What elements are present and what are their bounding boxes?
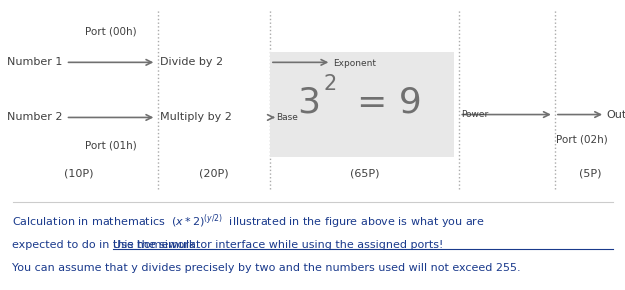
Text: = 9: = 9 <box>357 86 422 120</box>
Text: expected to do in this homework.: expected to do in this homework. <box>12 240 203 250</box>
Text: Exponent: Exponent <box>333 59 376 68</box>
Text: Use the simulator interface while using the assigned ports!: Use the simulator interface while using … <box>112 240 443 250</box>
Text: Output: Output <box>606 110 625 119</box>
Text: Base: Base <box>276 113 298 122</box>
Text: 2: 2 <box>323 74 337 94</box>
Text: (20P): (20P) <box>199 169 229 179</box>
Text: Port (02h): Port (02h) <box>556 134 608 144</box>
Text: 3: 3 <box>298 86 320 120</box>
Text: You can assume that y divides precisely by two and the numbers used will not exc: You can assume that y divides precisely … <box>12 263 521 273</box>
Text: (10P): (10P) <box>64 169 94 179</box>
Text: (65P): (65P) <box>349 169 379 179</box>
Text: Port (00h): Port (00h) <box>86 27 137 37</box>
Bar <box>270 52 454 157</box>
Text: Number 1: Number 1 <box>7 57 63 67</box>
Text: Number 2: Number 2 <box>7 113 63 122</box>
Text: Port (01h): Port (01h) <box>86 140 137 150</box>
Text: Divide by 2: Divide by 2 <box>160 57 223 67</box>
Text: Calculation in mathematics  $(x * 2)^{(y/2)}$  illustrated in the figure above i: Calculation in mathematics $(x * 2)^{(y/… <box>12 213 486 231</box>
Text: Power: Power <box>461 110 488 119</box>
Text: (5P): (5P) <box>579 169 602 179</box>
Text: Multiply by 2: Multiply by 2 <box>160 113 232 122</box>
